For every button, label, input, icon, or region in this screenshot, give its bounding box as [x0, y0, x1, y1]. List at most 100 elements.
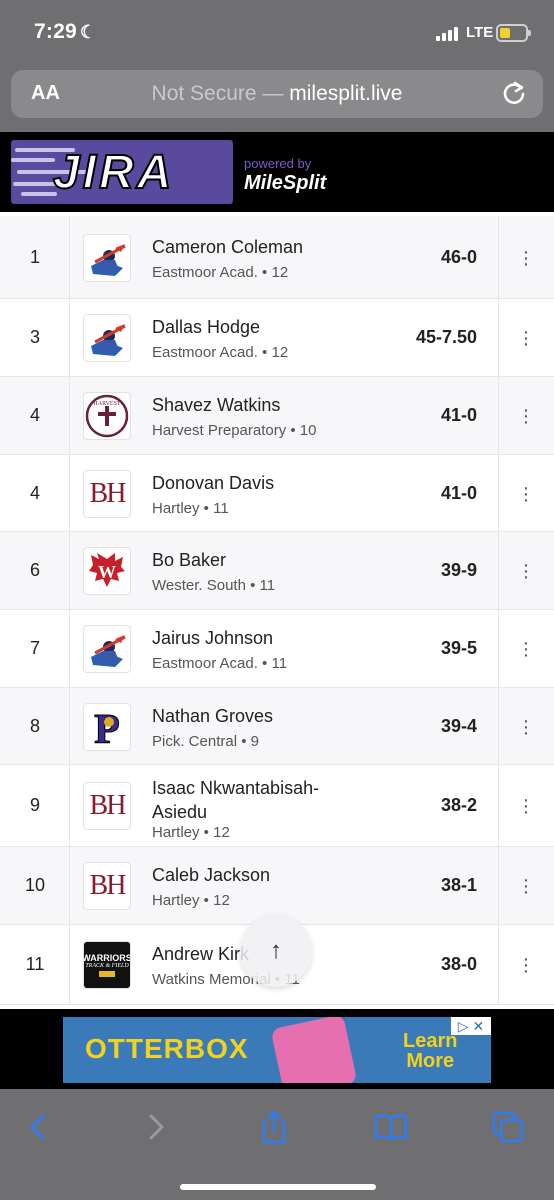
eastmoor-logo-icon	[91, 635, 126, 667]
athlete-name[interactable]: Andrew Kirk	[152, 944, 250, 964]
result-row[interactable]: 3 Dallas Hodge Eastmoor Acad. • 12 45-7.50 ·…	[0, 299, 554, 377]
otterbox-ad[interactable]: OTTERBOX Learn More ▷ ✕	[63, 1017, 491, 1083]
battery-icon	[496, 24, 531, 42]
status-time: 7:29 ☾	[34, 20, 96, 44]
result-row[interactable]: 10 BH Caleb Jackson Hartley • 12 38-1 · · ·	[0, 847, 554, 925]
place-number: 6	[29, 560, 40, 580]
more-vertical-icon[interactable]: · · ·	[522, 869, 530, 903]
url-security-label: Not Secure —	[151, 82, 284, 105]
more-vertical-icon[interactable]: · · ·	[522, 554, 530, 588]
place-number: 11	[25, 954, 45, 974]
athlete-name[interactable]: Donovan Davis	[152, 472, 275, 493]
more-vertical-icon[interactable]: · · ·	[522, 632, 530, 666]
forward-icon	[149, 1114, 164, 1140]
school-grade: Hartley • 12	[152, 824, 230, 841]
more-vertical-icon[interactable]: · · ·	[522, 321, 530, 355]
athlete-name[interactable]: Bo Baker	[152, 550, 227, 570]
school-logo: W	[83, 547, 131, 595]
scroll-to-top-button[interactable]: ↑	[240, 915, 312, 987]
ad-banner: OTTERBOX Learn More ▷ ✕	[0, 1009, 554, 1089]
school-logo: BH	[83, 469, 131, 518]
pickerington-logo-icon: P	[94, 706, 121, 749]
hartley-logo-icon: BH	[89, 790, 127, 821]
result-row[interactable]: 6 W Bo Baker Wester. South • 11 39-9 · · ·	[0, 532, 554, 610]
result-row[interactable]: 4 BH Donovan Davis Hartley • 11 41-0 · · ·	[0, 455, 554, 532]
school-logo	[83, 625, 131, 673]
result-mark: 38-0	[440, 954, 477, 974]
browser-toolbar	[0, 1089, 554, 1200]
athlete-name[interactable]: Isaac Nkwantabisah-Asiedu	[152, 778, 320, 822]
result-mark: 41-0	[440, 405, 477, 425]
school-logo: WARRIORS TRACK & FIELD	[83, 941, 131, 989]
result-mark: 46-0	[440, 246, 477, 267]
school-logo: P	[83, 702, 131, 751]
url-text[interactable]: Not Secure — milesplit.live	[11, 82, 543, 106]
bookmarks-icon	[374, 1114, 408, 1141]
result-mark: 38-1	[440, 875, 477, 895]
result-row[interactable]: 8 P Nathan Groves Pick. Central • 9 39-4 · · ·	[0, 688, 554, 765]
browser-address-area: AA Not Secure — milesplit.live	[0, 62, 554, 132]
cellular-signal-icon	[436, 27, 460, 41]
more-vertical-icon[interactable]: · · ·	[522, 709, 530, 744]
more-vertical-icon[interactable]: · · ·	[522, 399, 530, 433]
tabs-icon	[492, 1111, 524, 1143]
harvest-logo-text: HARVEST	[93, 401, 121, 407]
address-bar[interactable]: AA Not Secure — milesplit.live	[11, 70, 543, 118]
status-bar: 7:29 ☾ LTE	[0, 0, 554, 62]
athlete-name[interactable]: Dallas Hodge	[152, 317, 261, 337]
athlete-name[interactable]: Nathan Groves	[152, 705, 274, 726]
place-number: 4	[29, 482, 40, 503]
tabs-button[interactable]	[488, 1107, 528, 1147]
share-button[interactable]	[254, 1107, 294, 1147]
forward-button[interactable]	[136, 1107, 176, 1147]
milesplit-logo[interactable]: MileSplit	[244, 172, 327, 194]
ad-close-button[interactable]: ▷ ✕	[451, 1017, 491, 1035]
place-number: 3	[29, 327, 40, 347]
watkins-logo-icon: WARRIORS TRACK & FIELD	[84, 942, 130, 988]
back-button[interactable]	[18, 1107, 58, 1147]
more-vertical-icon[interactable]: · · ·	[522, 789, 530, 823]
text-size-button[interactable]: AA	[31, 82, 60, 105]
athlete-name[interactable]: Caleb Jackson	[152, 865, 271, 885]
network-type: LTE	[466, 24, 494, 41]
result-mark: 39-4	[440, 715, 477, 736]
moon-icon: ☾	[79, 22, 97, 42]
place-number: 8	[29, 715, 40, 736]
jira-logo[interactable]: JIRA	[11, 140, 233, 204]
result-row[interactable]: 9 BH Isaac Nkwantabisah-Asiedu Hartley • 12…	[0, 765, 554, 847]
result-mark: 39-9	[440, 560, 477, 580]
ad-phone-image	[270, 1017, 358, 1083]
more-vertical-icon[interactable]: · · ·	[522, 948, 530, 982]
athlete-name[interactable]: Jairus Johnson	[152, 628, 274, 648]
school-logo	[83, 314, 131, 362]
place-number: 10	[24, 875, 46, 895]
jira-logo-text: JIRA	[52, 145, 175, 200]
powered-by-label: powered by	[244, 156, 312, 171]
result-row[interactable]: 7 Jairus Johnson Eastmoor Acad. • 11 39-5 · ·…	[0, 610, 554, 688]
hartley-logo-icon: BH	[89, 870, 127, 901]
place-number: 4	[29, 405, 40, 425]
result-row[interactable]: 4 HARVEST Shavez Watkins Harvest Preparator…	[0, 377, 554, 455]
text-size-label: AA	[31, 82, 60, 104]
result-mark: 45-7.50	[415, 327, 477, 347]
share-icon	[262, 1110, 286, 1144]
bookmarks-button[interactable]	[371, 1107, 411, 1147]
school-grade: Pick. Central • 9	[152, 732, 259, 750]
school-logo: BH	[83, 862, 131, 910]
school-logo: BH	[83, 782, 131, 830]
results-list: 1 Cameron Coleman Eastmoor Acad. • 12 46-0 ·…	[0, 212, 554, 1009]
ad-learn-more[interactable]: Learn More	[403, 1030, 458, 1072]
athlete-name[interactable]: Shavez Watkins	[152, 395, 281, 415]
reload-icon[interactable]	[501, 80, 527, 106]
home-indicator	[180, 1184, 376, 1190]
more-vertical-icon[interactable]: · · ·	[522, 240, 530, 275]
school-grade: Eastmoor Acad. • 11	[152, 655, 288, 672]
eastmoor-logo-icon	[91, 243, 126, 276]
url-domain: milesplit.live	[289, 82, 403, 105]
school-grade: Wester. South • 11	[152, 577, 276, 594]
result-row[interactable]: 1 Cameron Coleman Eastmoor Acad. • 12 46-0 ·…	[0, 216, 554, 299]
athlete-name[interactable]: Cameron Coleman	[152, 236, 304, 257]
up-arrow-icon: ↑	[270, 937, 282, 964]
more-vertical-icon[interactable]: · · ·	[522, 476, 530, 511]
ad-brand: OTTERBOX	[85, 1033, 249, 1064]
